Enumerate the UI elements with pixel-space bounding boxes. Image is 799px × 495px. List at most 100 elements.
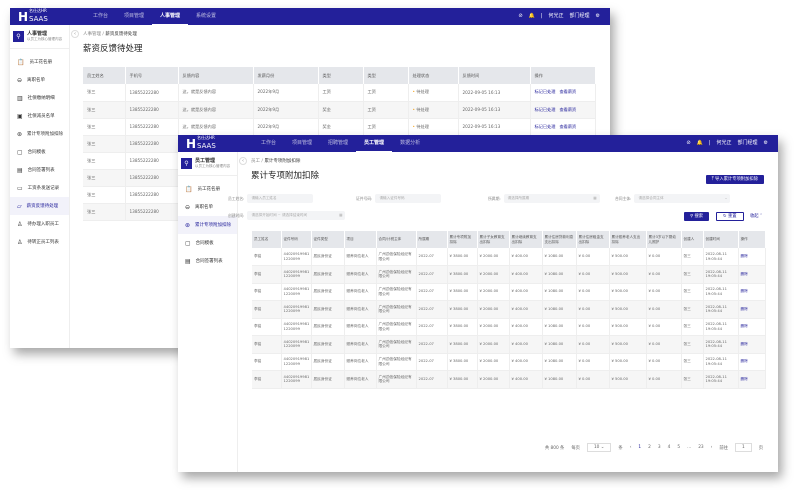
filter-input[interactable]: 请输入员工姓名 bbox=[247, 194, 314, 203]
filter-placeholder: 请选择所属期 bbox=[507, 196, 530, 200]
module-header: ⚲ 员工管理 以员工为核心管理内容 bbox=[178, 152, 237, 176]
reset-button[interactable]: ↻ 重置 bbox=[716, 212, 744, 221]
sidebar-item[interactable]: ▭ 工资条发送记录 bbox=[10, 179, 69, 197]
mark-processed-link[interactable]: 标记已处理 bbox=[534, 123, 556, 129]
sidebar-item[interactable]: ⊛ 累计专项附加扣除 bbox=[178, 216, 237, 234]
user-name[interactable]: 何光正 bbox=[548, 13, 564, 19]
delete-link[interactable]: 删除 bbox=[738, 370, 766, 389]
delete-link[interactable]: 删除 bbox=[738, 353, 766, 371]
table-cell: ¥ 0.00 bbox=[576, 283, 610, 301]
page-3[interactable]: 3 bbox=[657, 445, 661, 450]
breadcrumb-parent[interactable]: 人事管理 bbox=[83, 32, 101, 37]
sidebar-item[interactable]: 📋 员工花名册 bbox=[178, 180, 237, 198]
table-cell: 奖金 bbox=[318, 101, 364, 119]
sidebar-item[interactable]: ▤ 合同签署列表 bbox=[10, 161, 69, 179]
cell-text: 张三 bbox=[87, 123, 96, 129]
sidebar-item-icon: ▢ bbox=[17, 148, 23, 156]
gear-icon[interactable]: ⚙ bbox=[595, 13, 600, 19]
page-2[interactable]: 2 bbox=[648, 445, 651, 450]
page-23[interactable]: 23 bbox=[698, 445, 704, 450]
sidebar-item[interactable]: ⊖ 离职名单 bbox=[10, 71, 69, 89]
sidebar-collapse-button[interactable]: ‹ bbox=[239, 157, 247, 165]
table-cell: 广州劲信保险经纪有限公司 bbox=[376, 248, 417, 266]
mark-processed-link[interactable]: 标记已处理 bbox=[534, 89, 556, 95]
cell-text: 这，就是反馈内容 bbox=[182, 106, 217, 112]
table-cell: 2022年9月 bbox=[253, 84, 319, 102]
table-cell: 居民身份证 bbox=[311, 283, 345, 301]
user-name[interactable]: 何光正 bbox=[716, 140, 732, 146]
bell-icon[interactable]: 🔔 bbox=[528, 13, 535, 19]
sidebar-item[interactable]: 📋 员工花名册 bbox=[10, 53, 69, 71]
import-button[interactable]: ⤒ 导入累计专项附加扣除 bbox=[705, 175, 764, 184]
logo[interactable]: H 名仕达HR SAAS bbox=[186, 136, 232, 151]
page-...[interactable]: ... bbox=[687, 445, 692, 450]
bell-icon[interactable]: 🔔 bbox=[696, 140, 703, 146]
sidebar-item[interactable]: ⊖ 离职名单 bbox=[178, 198, 237, 216]
next-page-button[interactable]: › bbox=[710, 445, 713, 450]
created-time-range-input[interactable]: 请选择开始时间 ~ 请选择结束时间 ▦ bbox=[247, 211, 346, 220]
sidebar-item[interactable]: ⊛ 累计专项附加扣除 bbox=[10, 125, 69, 143]
page-1[interactable]: 1 bbox=[638, 445, 642, 450]
table-cell: 2022-08-11 19:05:44 bbox=[703, 318, 739, 336]
view-salary-link[interactable]: 查看薪资 bbox=[559, 123, 577, 129]
table-cell: ¥ 1080.00 bbox=[542, 265, 577, 284]
prev-page-button[interactable]: ‹ bbox=[629, 445, 632, 450]
nav-item[interactable]: 人事管理 bbox=[152, 8, 189, 25]
breadcrumb-parent[interactable]: 员工 bbox=[251, 159, 260, 164]
nav-item[interactable]: 工作台 bbox=[93, 13, 109, 19]
nav-item[interactable]: 项目管理 bbox=[292, 140, 313, 146]
table-cell: 13855222280 bbox=[125, 203, 179, 221]
delete-link[interactable]: 删除 bbox=[738, 265, 766, 284]
table-cell: ¥ 2000.00 bbox=[477, 283, 510, 301]
column-header: 合同/计税主体 bbox=[376, 231, 417, 248]
sidebar-item[interactable]: ▥ 社保缴纳明细 bbox=[10, 89, 69, 107]
per-page-select[interactable]: 10 ⌄ bbox=[586, 443, 612, 452]
sidebar-item[interactable]: ▢ 合同模板 bbox=[10, 143, 69, 161]
table-cell: ¥ 3800.00 bbox=[447, 353, 478, 371]
nav-item[interactable]: 数据分析 bbox=[400, 140, 421, 146]
logo[interactable]: H 名仕达HR SAAS bbox=[18, 9, 64, 24]
module-icon: ⚲ bbox=[13, 31, 24, 42]
delete-link[interactable]: 删除 bbox=[738, 335, 766, 354]
delete-link[interactable]: 删除 bbox=[738, 248, 766, 266]
module-title: 员工管理 bbox=[195, 158, 216, 165]
view-salary-link[interactable]: 查看薪资 bbox=[559, 89, 577, 95]
filter-input[interactable]: 请选择合同主体 ⌄ bbox=[634, 194, 731, 203]
sidebar-item[interactable]: ♙ 待转正员工列表 bbox=[10, 233, 69, 251]
delete-link[interactable]: 删除 bbox=[738, 300, 766, 319]
table-cell: 居民身份证 bbox=[311, 265, 345, 284]
goto-page-input[interactable]: 1 bbox=[734, 443, 752, 452]
view-salary-link[interactable]: 查看薪资 bbox=[559, 106, 577, 112]
nav-item[interactable]: 员工管理 bbox=[356, 135, 393, 152]
page-4[interactable]: 4 bbox=[667, 445, 671, 450]
logo-mark: H bbox=[18, 10, 29, 24]
search-button[interactable]: ⚲ 搜索 bbox=[684, 212, 710, 221]
help-icon[interactable]: ⊘ bbox=[686, 140, 691, 146]
delete-link[interactable]: 删除 bbox=[738, 318, 766, 336]
logo-brand: 名仕达HR bbox=[29, 8, 47, 13]
table-cell: ¥ 400.00 bbox=[509, 335, 543, 354]
collapse-filters-button[interactable]: 收起 ˄ bbox=[748, 212, 764, 221]
range-end: 请选择结束时间 bbox=[281, 213, 308, 217]
table-cell: ¥ 3800.00 bbox=[447, 283, 478, 301]
sidebar-item[interactable]: ▱ 薪资反馈待处理 bbox=[10, 197, 69, 215]
nav-item[interactable]: 工作台 bbox=[261, 140, 277, 146]
page-5[interactable]: 5 bbox=[677, 445, 681, 450]
filter-input[interactable]: 请输入证件号码 bbox=[375, 194, 442, 203]
sidebar-collapse-button[interactable]: ‹ bbox=[71, 30, 79, 38]
sidebar-item[interactable]: ▤ 合同签署列表 bbox=[178, 252, 237, 270]
table-cell: ¥ 2000.00 bbox=[477, 318, 510, 336]
cell-text: 工资 bbox=[322, 89, 331, 95]
sidebar-item[interactable]: ▢ 合同模板 bbox=[178, 234, 237, 252]
sidebar-item[interactable]: ♙ 待办理入职员工 bbox=[10, 215, 69, 233]
breadcrumb: 员工 / 累计专项附加扣除 bbox=[251, 159, 301, 164]
sidebar-item[interactable]: ▣ 社保减员名单 bbox=[10, 107, 69, 125]
mark-processed-link[interactable]: 标记已处理 bbox=[534, 106, 556, 112]
help-icon[interactable]: ⊘ bbox=[518, 13, 523, 19]
delete-link[interactable]: 删除 bbox=[738, 283, 766, 301]
nav-item[interactable]: 招聘管理 bbox=[328, 140, 349, 146]
gear-icon[interactable]: ⚙ bbox=[763, 140, 768, 146]
nav-item[interactable]: 项目管理 bbox=[124, 13, 145, 19]
filter-input[interactable]: 请选择所属期 ▦ bbox=[503, 194, 600, 203]
nav-item[interactable]: 系统设置 bbox=[196, 13, 217, 19]
